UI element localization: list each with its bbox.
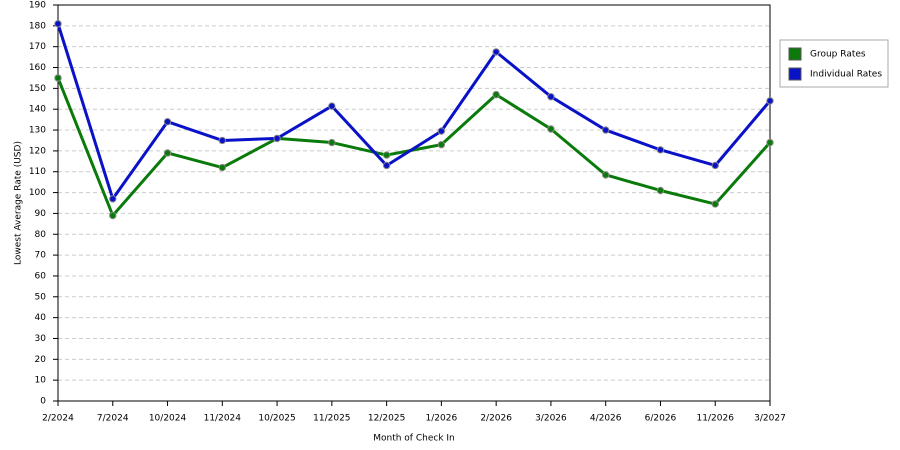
plot-frame (57, 4, 771, 402)
data-point (109, 195, 117, 203)
y-tick-label: 70 (35, 251, 47, 261)
y-tick-label: 160 (29, 63, 46, 73)
series-line (56, 23, 772, 201)
data-point (492, 90, 500, 99)
x-tick-label: 2/2024 (42, 414, 74, 424)
data-point (218, 163, 227, 172)
x-tick-label: 12/2025 (368, 414, 405, 424)
y-tick-label: 50 (35, 292, 47, 302)
data-point (382, 161, 391, 170)
legend-label: Individual Rates (810, 70, 882, 80)
y-tick-label: 40 (35, 313, 47, 323)
y-tick-label: 190 (29, 1, 46, 11)
data-point (163, 149, 172, 157)
data-point (273, 134, 281, 143)
y-tick-label: 10 (35, 376, 47, 386)
legend-label: Group Rates (810, 50, 866, 60)
y-tick-label: 80 (35, 230, 47, 240)
x-tick-label: 3/2027 (754, 414, 786, 424)
y-axis-label: Lowest Average Rate (USD) (14, 141, 24, 265)
data-point (601, 126, 610, 134)
y-tick-label: 180 (29, 21, 46, 31)
data-point (711, 200, 719, 208)
x-tick-label: 4/2026 (590, 414, 622, 424)
data-point (218, 136, 227, 145)
data-point (163, 118, 172, 126)
data-point (766, 138, 774, 147)
y-tick-label: 90 (35, 209, 47, 219)
data-point (109, 211, 117, 220)
data-point (711, 161, 719, 170)
data-point (492, 48, 500, 56)
data-point (766, 97, 774, 105)
data-point (328, 138, 336, 147)
y-tick-label: 110 (29, 167, 46, 177)
legend-swatch (788, 67, 802, 81)
data-point (54, 20, 62, 28)
data-point (547, 93, 555, 101)
x-tick-label: 11/2025 (313, 414, 350, 424)
x-tick-label: 10/2024 (149, 414, 187, 424)
data-point (656, 186, 665, 195)
data-point (601, 171, 610, 179)
y-tick-label: 140 (29, 105, 46, 115)
y-tick-label: 0 (40, 397, 46, 407)
x-tick-label: 6/2026 (645, 414, 677, 424)
x-tick-label: 11/2026 (697, 414, 735, 424)
legend-swatch (788, 47, 802, 61)
y-tick-label: 120 (29, 146, 46, 156)
y-tick-label: 130 (29, 126, 46, 136)
y-tick-label: 60 (35, 271, 47, 281)
y-tick-label: 30 (35, 334, 47, 344)
x-tick-label: 1/2026 (426, 414, 458, 424)
data-point (54, 74, 62, 82)
x-tick-label: 7/2024 (97, 414, 129, 424)
y-tick-label: 170 (29, 42, 46, 52)
x-tick-label: 3/2026 (535, 414, 567, 424)
data-point (437, 140, 446, 149)
data-point (382, 151, 391, 159)
data-point (547, 125, 555, 133)
data-point (656, 146, 665, 154)
data-point (437, 127, 446, 135)
x-tick-label: 11/2024 (204, 414, 242, 424)
y-tick-label: 20 (35, 355, 47, 365)
x-tick-label: 10/2025 (258, 414, 295, 424)
y-tick-label: 100 (29, 188, 46, 198)
x-axis-label: Month of Check In (373, 434, 455, 444)
data-point (328, 102, 336, 110)
y-tick-label: 150 (29, 84, 46, 94)
x-tick-label: 2/2026 (480, 414, 512, 424)
